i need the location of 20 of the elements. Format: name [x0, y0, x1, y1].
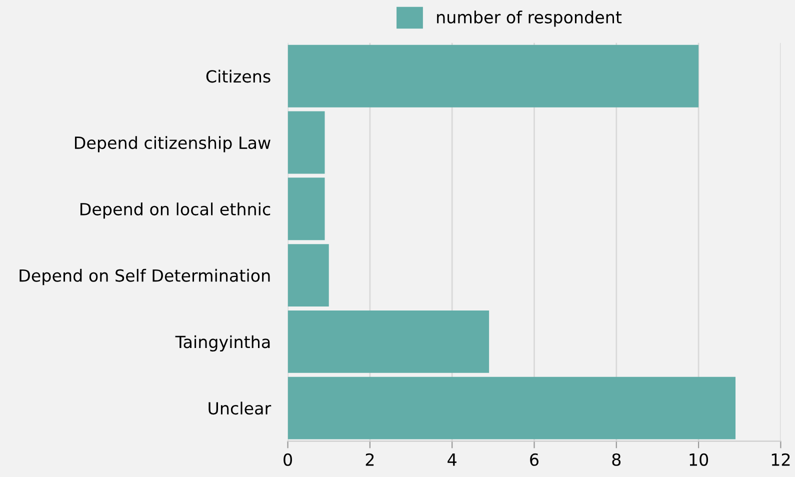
x-tick-label: 10 [690, 453, 708, 466]
x-tick-label: 12 [772, 453, 790, 466]
y-tick-label: Unclear [208, 402, 272, 415]
x-tick-label: 4 [448, 454, 456, 466]
y-tick-label: Depend on local ethnic [80, 202, 270, 219]
bar [288, 44, 699, 108]
x-tick-label: 0 [284, 453, 292, 466]
x-tick-label: 8 [612, 453, 621, 466]
y-tick-label: Depend citizenship Law [74, 136, 270, 152]
bar [288, 376, 736, 440]
y-tick-label: Taingyintha [175, 335, 270, 352]
y-tick-label: Citizens [206, 70, 270, 83]
bar [288, 310, 490, 373]
bar [288, 111, 325, 174]
legend-label: number of respondent [437, 10, 622, 27]
x-tick-label: 6 [530, 453, 538, 466]
x-tick-label: 2 [366, 453, 374, 466]
bar [288, 178, 325, 240]
y-tick-label: Depend on Self Determination [20, 268, 270, 286]
bar [288, 244, 329, 306]
